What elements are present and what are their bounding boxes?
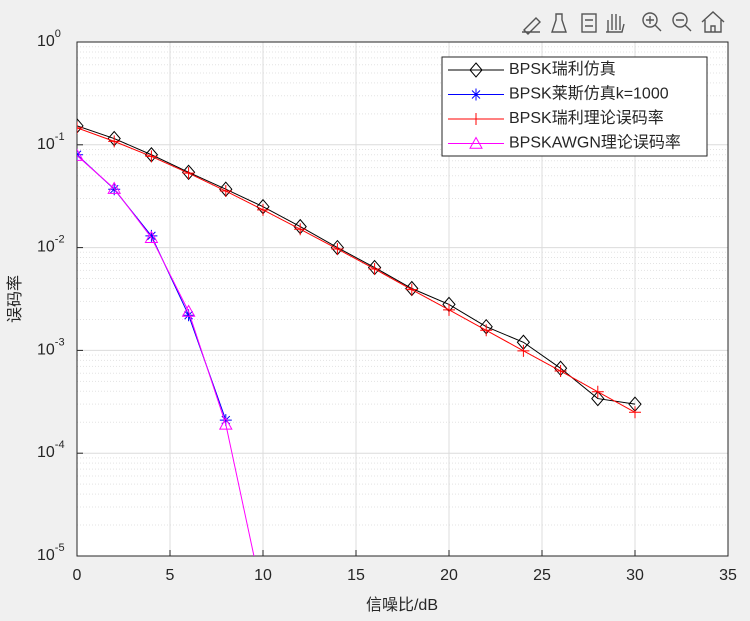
axes-box: [76, 41, 729, 557]
marker: [470, 88, 482, 101]
marker: [145, 150, 158, 163]
marker: [480, 324, 493, 337]
y-tick-label: 10-3: [37, 336, 65, 358]
x-tick-label: 35: [719, 567, 737, 584]
marker: [257, 592, 269, 603]
x-tick-label: 25: [533, 567, 551, 584]
x-tick-label: 30: [626, 567, 644, 584]
marker: [181, 304, 196, 317]
y-tick-label: 10-1: [37, 131, 65, 153]
marker: [77, 118, 84, 134]
marker: [182, 167, 195, 180]
tick-base: 10: [37, 136, 55, 153]
y-tick-label: 100: [37, 28, 61, 50]
x-tick-label: 20: [440, 567, 458, 584]
tick-exponent: -5: [55, 542, 65, 554]
tick-base: 10: [37, 239, 55, 256]
marker: [629, 406, 641, 419]
marker: [107, 181, 122, 194]
marker: [182, 309, 195, 322]
legend-label: BPSK瑞利仿真: [509, 60, 616, 78]
series-line: [77, 155, 255, 556]
marker: [181, 164, 196, 181]
y-tick-label: 10-2: [37, 234, 65, 256]
marker: [591, 385, 604, 398]
grid: [76, 41, 729, 557]
marker: [108, 135, 121, 148]
marker: [469, 62, 483, 78]
marker: [219, 414, 232, 427]
tick-exponent: -2: [55, 234, 65, 246]
x-tick-label: 15: [347, 567, 365, 584]
marker: [77, 121, 83, 134]
y-axis-label: 误码率: [6, 275, 24, 323]
marker: [405, 283, 418, 296]
legend: BPSK瑞利仿真 BPSK莱斯仿真k=1000 BPSK瑞利理论误码率 BPSKAWG…: [441, 56, 708, 157]
marker: [144, 230, 159, 243]
tick-base: 10: [37, 547, 55, 564]
marker: [77, 148, 84, 161]
legend-label: BPSK莱斯仿真k=1000: [509, 85, 669, 103]
legend-label: BPSKAWGN理论误码率: [509, 134, 681, 152]
marker: [517, 344, 530, 357]
marker: [294, 223, 307, 236]
series-line: [77, 125, 636, 405]
tick-exponent: -3: [55, 336, 65, 348]
tick-exponent: -4: [55, 439, 65, 451]
marker: [368, 262, 381, 275]
legend-label: BPSK瑞利理论误码率: [509, 109, 664, 127]
series-layer: [77, 118, 642, 603]
marker: [331, 242, 344, 255]
tick-exponent: 0: [55, 28, 61, 40]
marker: [554, 365, 567, 378]
marker: [257, 203, 269, 216]
marker: [443, 303, 455, 316]
tick-exponent: -1: [55, 131, 65, 143]
x-tick-label: 10: [254, 567, 272, 584]
marker: [219, 185, 232, 198]
marker: [470, 113, 482, 125]
marker: [591, 390, 605, 407]
y-tick-label: 10-5: [37, 542, 65, 564]
x-tick-label: 5: [166, 567, 175, 584]
x-tick-label: 0: [73, 567, 82, 584]
tick-base: 10: [37, 342, 55, 359]
x-axis-label: 信噪比/dB: [366, 596, 438, 614]
tick-base: 10: [37, 444, 55, 461]
tick-base: 10: [37, 33, 55, 50]
toolbar[interactable]: [522, 11, 725, 35]
marker: [145, 229, 158, 242]
legend-box: [441, 56, 708, 157]
marker: [218, 417, 233, 430]
y-tick-label: 10-4: [37, 439, 65, 461]
marker: [469, 136, 483, 149]
series-line: [77, 127, 636, 413]
